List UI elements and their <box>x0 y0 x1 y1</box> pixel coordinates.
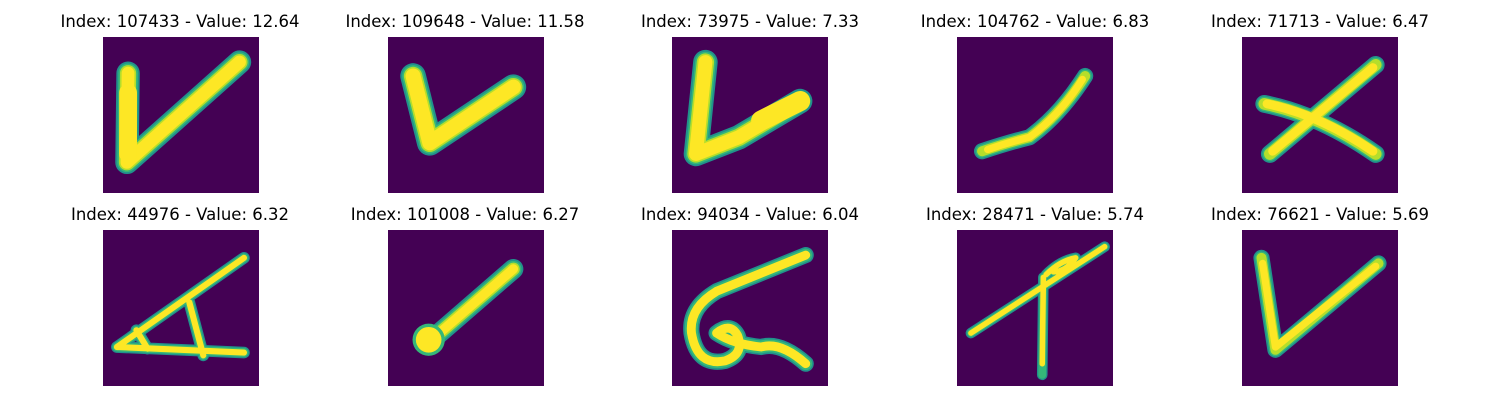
stroke-image-diagonal-stroke <box>957 37 1113 193</box>
stroke-image-pin-stroke <box>957 230 1113 386</box>
panel-title: Index: 94034 - Value: 6.04 <box>640 205 859 224</box>
stroke-image-loop-stroke <box>672 230 828 386</box>
panel-title: Index: 71713 - Value: 6.47 <box>1210 12 1429 31</box>
stroke-image-cross <box>1242 37 1398 193</box>
stroke-image-check-mark <box>672 37 828 193</box>
panel-title: Index: 109648 - Value: 11.58 <box>345 12 585 31</box>
panel-title: Index: 28471 - Value: 5.74 <box>925 205 1144 224</box>
stroke-image-check-mark <box>1242 230 1398 386</box>
stroke-image-triangle-sketch <box>103 230 259 386</box>
panel-title: Index: 76621 - Value: 5.69 <box>1210 205 1429 224</box>
panel-title: Index: 107433 - Value: 12.64 <box>60 12 300 31</box>
panel-title: Index: 44976 - Value: 6.32 <box>70 205 289 224</box>
panel-title: Index: 73975 - Value: 7.33 <box>640 12 859 31</box>
stroke-image-diagonal-stroke <box>388 230 544 386</box>
panel-title: Index: 101008 - Value: 6.27 <box>350 205 580 224</box>
panel-title: Index: 104762 - Value: 6.83 <box>920 12 1150 31</box>
stroke-image-check-mark <box>388 37 544 193</box>
stroke-image-check-mark <box>103 37 259 193</box>
